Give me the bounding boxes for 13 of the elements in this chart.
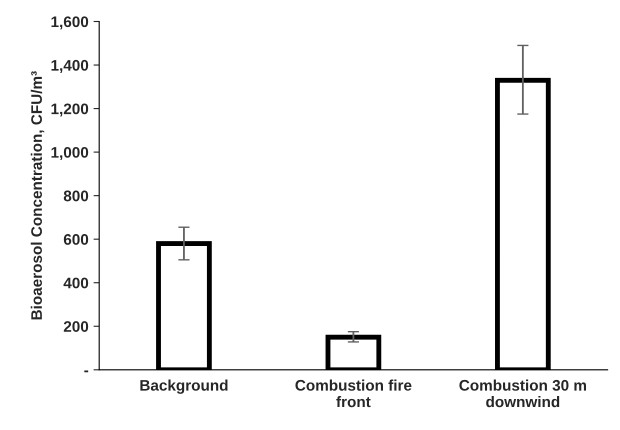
y-tick-label: 200 — [64, 321, 88, 332]
y-tick-label: 1,000 — [52, 146, 88, 160]
y-tick-label: - — [84, 370, 88, 372]
y-tick-label: 800 — [64, 190, 88, 202]
y-axis-title: Bioaerosol Concentration, CFU/m³ — [30, 71, 44, 320]
y-tick-label: 1,200 — [52, 103, 88, 116]
y-tick-label: 1,600 — [52, 16, 88, 30]
y-tick-label: 600 — [64, 234, 88, 245]
y-tick-label: 400 — [64, 278, 88, 288]
x-tick-label: Combustion fire front — [295, 380, 412, 408]
x-tick-label: Background — [140, 380, 228, 394]
y-tick-label: 1,400 — [52, 60, 88, 73]
x-tick-label: Combustion 30 m downwind — [459, 380, 586, 408]
